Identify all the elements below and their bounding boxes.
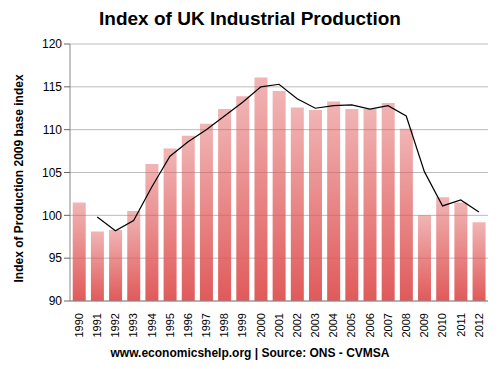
svg-text:90: 90 <box>49 294 63 308</box>
svg-text:2000: 2000 <box>255 313 267 337</box>
svg-text:95: 95 <box>49 251 63 265</box>
svg-text:100: 100 <box>42 209 62 223</box>
svg-text:1996: 1996 <box>182 313 194 337</box>
svg-text:2012: 2012 <box>473 313 485 337</box>
svg-text:1995: 1995 <box>164 313 176 337</box>
html-text:Index of UK Industrial Product: Index of UK Industrial Production <box>99 8 401 29</box>
svg-text:2003: 2003 <box>309 313 321 337</box>
svg-text:115: 115 <box>43 80 62 94</box>
svg-text:120: 120 <box>42 37 62 51</box>
svg-text:1990: 1990 <box>73 313 85 337</box>
svg-text:Index of Production 2009 base: Index of Production 2009 base index <box>12 74 26 282</box>
svg-text:1992: 1992 <box>109 313 121 337</box>
svg-text:2007: 2007 <box>382 313 394 337</box>
svg-text:2001: 2001 <box>273 313 285 337</box>
svg-text:2009: 2009 <box>418 313 430 337</box>
svg-text:2005: 2005 <box>346 313 358 337</box>
svg-text:2011: 2011 <box>455 313 467 337</box>
svg-text:2006: 2006 <box>364 313 376 337</box>
svg-text:110: 110 <box>43 123 62 137</box>
svg-text:2010: 2010 <box>436 313 448 337</box>
svg-text:2008: 2008 <box>400 313 412 337</box>
html-text:www.economicshelp.org | Source: www.economicshelp.org | Source: ONS - CV… <box>110 346 390 360</box>
svg-text:1998: 1998 <box>218 313 230 337</box>
svg-text:1997: 1997 <box>200 313 212 337</box>
svg-text:1999: 1999 <box>236 313 248 337</box>
svg-text:1994: 1994 <box>146 313 158 337</box>
svg-text:2004: 2004 <box>327 313 339 337</box>
svg-text:105: 105 <box>42 166 62 180</box>
svg-text:1991: 1991 <box>91 313 103 337</box>
svg-text:1993: 1993 <box>127 313 139 337</box>
svg-text:2002: 2002 <box>291 313 303 337</box>
